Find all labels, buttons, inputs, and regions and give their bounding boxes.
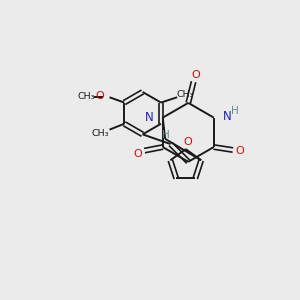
Text: CH₃: CH₃ [77, 92, 95, 101]
Text: O: O [235, 146, 244, 157]
Text: O: O [191, 70, 200, 80]
Text: H: H [162, 130, 170, 140]
Text: O: O [134, 149, 142, 159]
Text: H: H [231, 106, 239, 116]
Text: CH₃: CH₃ [92, 129, 109, 138]
Text: O: O [184, 137, 193, 147]
Text: N: N [145, 111, 153, 124]
Text: O: O [95, 91, 104, 101]
Text: CH₃: CH₃ [177, 90, 194, 99]
Text: N: N [223, 110, 232, 123]
